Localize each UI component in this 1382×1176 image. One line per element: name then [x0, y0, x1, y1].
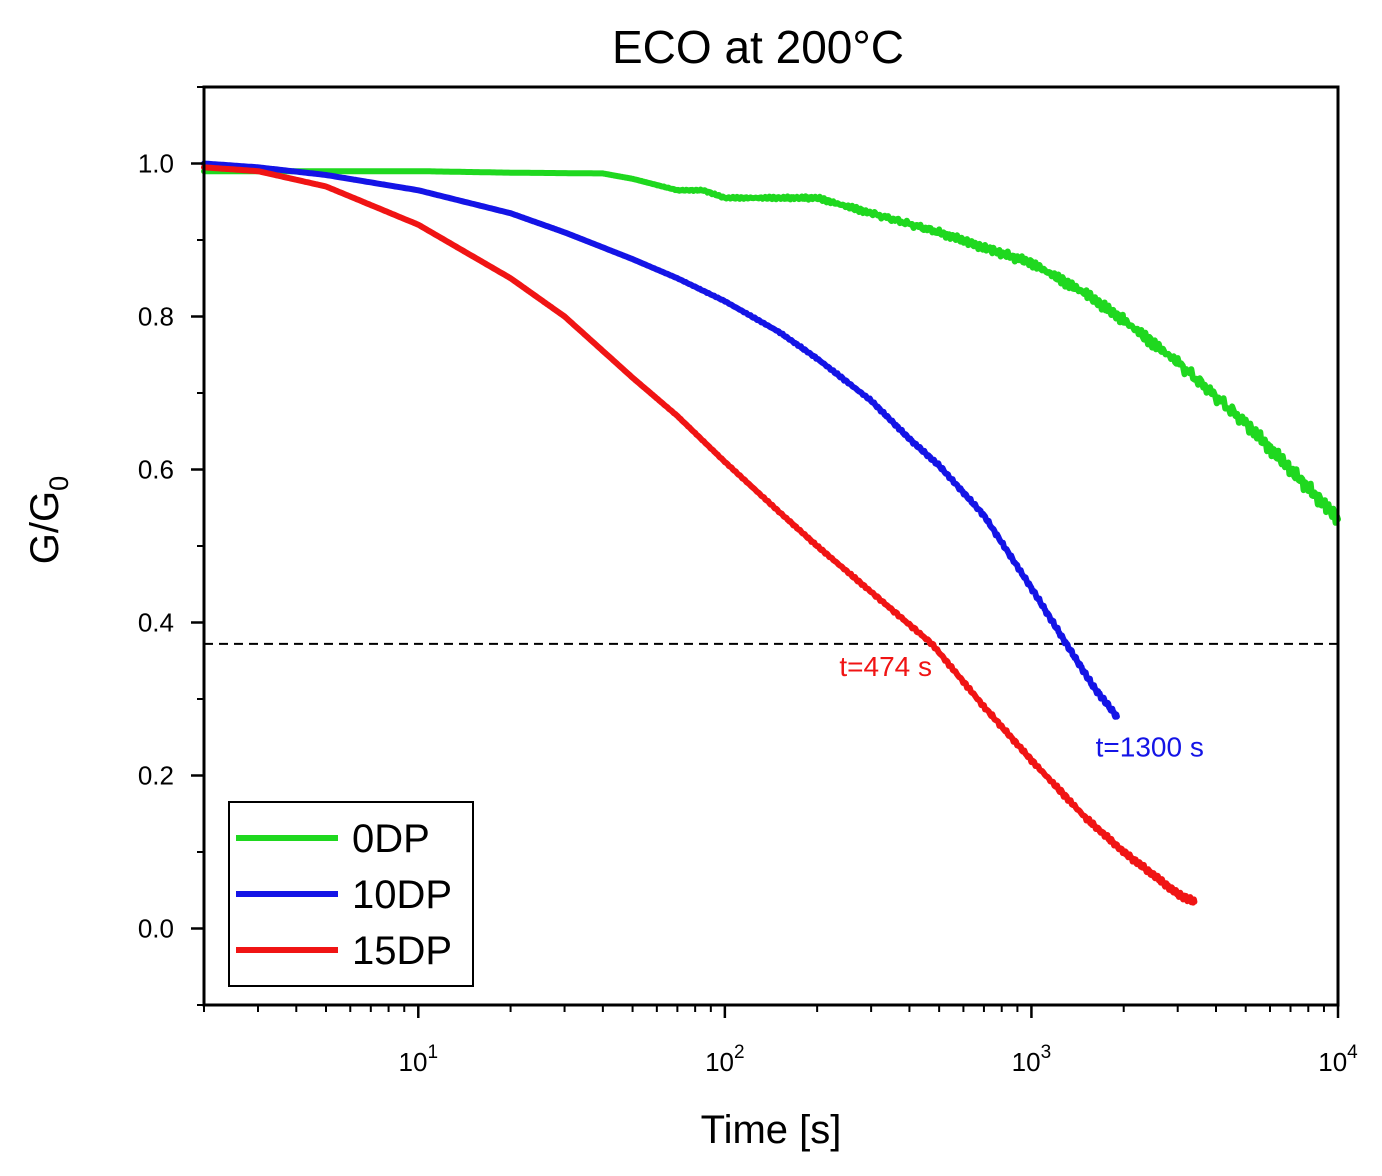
y-axis-title: G/G0 — [23, 476, 74, 564]
series-line-15DP — [201, 164, 1198, 906]
x-tick-exponent: 4 — [1347, 1042, 1358, 1063]
x-tick-base: 10 — [705, 1047, 734, 1077]
y-tick-label: 0.0 — [138, 914, 174, 944]
x-axis-title: Time [s] — [701, 1108, 842, 1152]
annotation-layer: t=474 s t=1300 s — [839, 651, 1203, 762]
x-tick-exponent: 2 — [734, 1042, 745, 1063]
series-line-0DP — [201, 168, 1341, 526]
x-tick-exponent: 3 — [1041, 1042, 1052, 1063]
y-tick-label: 0.4 — [138, 608, 174, 638]
chart-title: ECO at 200°C — [612, 21, 904, 73]
series-line-10DP — [201, 160, 1120, 720]
annotation-label: t=1300 s — [1096, 731, 1204, 762]
x-tick-label: 104 — [1318, 1042, 1358, 1077]
x-tick-base: 10 — [1012, 1047, 1041, 1077]
legend-items: 0DP 10DP 15DP — [236, 817, 452, 973]
y-axis-title-main: G/G — [23, 491, 67, 564]
legend: 0DP 10DP 15DP — [228, 801, 474, 987]
y-tick-label: 0.8 — [138, 302, 174, 332]
y-axis-title-sub: 0 — [44, 476, 74, 491]
x-tick-base: 10 — [1318, 1047, 1347, 1077]
y-tick-label: 0.6 — [138, 455, 174, 485]
x-tick-label: 103 — [1012, 1042, 1052, 1077]
legend-label-10DP: 10DP — [352, 873, 452, 917]
legend-label-15DP: 15DP — [352, 929, 452, 973]
x-tick-label: 102 — [705, 1042, 745, 1077]
x-tick-label: 101 — [399, 1042, 439, 1077]
y-tick-label: 1.0 — [138, 149, 174, 179]
y-tick-label: 0.2 — [138, 761, 174, 791]
annotation-label: t=474 s — [839, 651, 932, 682]
x-tick-base: 10 — [399, 1047, 428, 1077]
x-tick-exponent: 1 — [427, 1042, 438, 1063]
series-layer — [201, 160, 1341, 906]
legend-label-0DP: 0DP — [352, 817, 430, 861]
